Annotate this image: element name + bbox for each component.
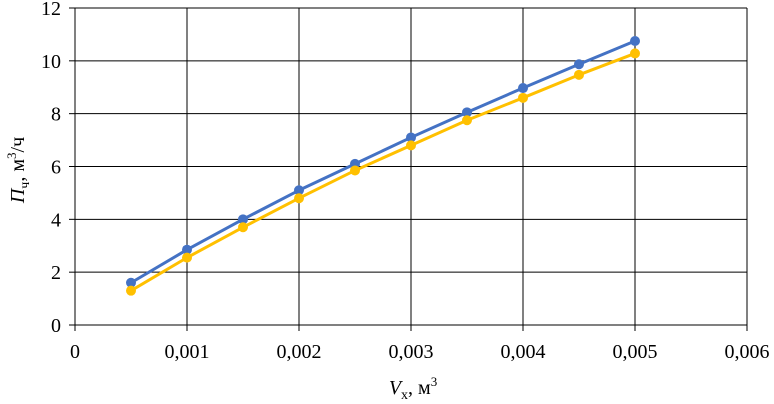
- x-tick-labels: 0 0,001 0,002 0,003 0,004 0,005 0,006: [70, 341, 770, 363]
- x-tick-label: 0,001: [165, 341, 210, 363]
- data-point: [126, 285, 136, 296]
- x-tick-label: 0,004: [501, 341, 546, 363]
- data-point: [406, 140, 416, 151]
- data-point: [238, 222, 248, 233]
- data-point: [462, 107, 472, 118]
- series-line: [130, 39, 636, 285]
- y-tick-label: 12: [41, 0, 61, 20]
- y-tick-label: 4: [51, 209, 61, 231]
- series-2: [126, 48, 640, 296]
- data-point: [574, 59, 584, 70]
- data-point: [518, 83, 528, 94]
- x-tick-label: 0,002: [277, 341, 322, 363]
- series: [126, 36, 640, 296]
- data-point: [182, 244, 192, 255]
- data-point: [126, 277, 136, 288]
- data-point: [518, 92, 528, 103]
- x-axis-title: Vх, м3: [389, 374, 437, 403]
- axes: [69, 7, 748, 331]
- data-point: [630, 36, 640, 47]
- y-tick-label: 10: [41, 51, 61, 73]
- data-point: [182, 252, 192, 263]
- y-tick-label: 0: [51, 315, 61, 337]
- x-tick-label: 0: [70, 341, 80, 363]
- y-tick-labels: 0 2 4 6 8 10 12: [41, 0, 61, 337]
- data-point: [238, 214, 248, 225]
- data-point: [406, 132, 416, 143]
- series-line: [130, 52, 636, 292]
- y-axis-title: Пч, м3/ч: [4, 137, 33, 204]
- y-tick-label: 8: [51, 104, 61, 126]
- data-point: [574, 69, 584, 80]
- data-point: [294, 193, 304, 204]
- x-tick-label: 0,006: [725, 341, 770, 363]
- data-point: [462, 115, 472, 126]
- y-tick-label: 2: [51, 262, 61, 284]
- y-tick-label: 6: [51, 157, 61, 179]
- data-point: [630, 48, 640, 59]
- series-1: [126, 36, 640, 288]
- x-tick-label: 0,005: [613, 341, 658, 363]
- data-point: [350, 165, 360, 176]
- data-point: [294, 185, 304, 196]
- x-tick-label: 0,003: [389, 341, 434, 363]
- grid: [75, 7, 748, 325]
